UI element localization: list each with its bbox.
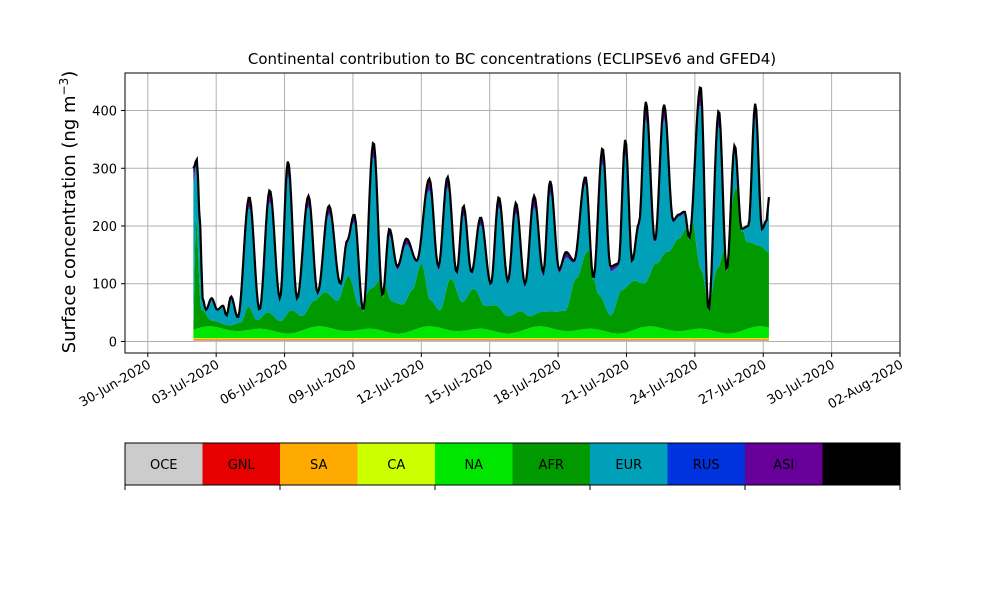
area-afr [193, 188, 769, 334]
x-tick-label: 21-Jul-2020 [560, 357, 633, 408]
y-tick-label: 100 [92, 278, 117, 293]
y-tick-label: 200 [92, 220, 117, 235]
total-line [192, 85, 771, 318]
y-tick-label: 400 [92, 105, 117, 120]
x-tick-label: 06-Jul-2020 [218, 357, 291, 408]
y-axis-label: Surface concentration (ng m−3) [57, 71, 80, 354]
legend-label-gnl: GNL [228, 458, 256, 473]
chart-title: Continental contribution to BC concentra… [248, 50, 776, 68]
legend-swatch-oce [125, 443, 203, 485]
legend-swatch-aus [822, 443, 900, 485]
y-tick-label: 300 [92, 162, 117, 177]
x-tick-label: 09-Jul-2020 [286, 357, 359, 408]
plot-frame [124, 72, 901, 354]
x-tick-label: 03-Jul-2020 [149, 357, 222, 408]
y-axis-label-main: Surface concentration (ng m [59, 95, 80, 353]
stacked-area-layer [192, 85, 771, 342]
legend-swatch-sa [280, 443, 358, 485]
x-tick-label: 18-Jul-2020 [491, 357, 564, 408]
legend-label-rus: RUS [693, 458, 720, 473]
legend-label-sa: SA [310, 458, 327, 473]
x-tick-label: 12-Jul-2020 [355, 357, 428, 408]
legend-swatch-asi [745, 443, 823, 485]
legend-label-oce: OCE [150, 458, 178, 473]
legend-frame [124, 442, 901, 486]
area-oce [193, 340, 769, 342]
legend-label-ca: CA [387, 458, 405, 473]
y-axis-label-superscript: −3 [57, 78, 71, 96]
y-axis-label-close: ) [59, 71, 80, 78]
area-na [193, 326, 769, 338]
x-tick-label: 15-Jul-2020 [423, 357, 496, 408]
area-ca [193, 337, 769, 339]
colorbar-legend: OCE GNL SA CA NA AFR EUR RUS ASI AUS [124, 442, 901, 490]
legend-label-asi: ASI [773, 458, 794, 473]
legend-swatch-gnl [202, 443, 280, 485]
legend-swatch-rus [667, 443, 745, 485]
area-gnl [193, 339, 769, 341]
x-tick-label: 24-Jul-2020 [628, 357, 701, 408]
legend-label-eur: EUR [615, 458, 642, 473]
legend-swatch-eur [590, 443, 668, 485]
legend-label-na: NA [464, 458, 483, 473]
legend-swatch-afr [512, 443, 590, 485]
legend-label-aus: AUS [848, 458, 875, 473]
y-tick-label: 0 [109, 335, 117, 350]
area-sa [193, 338, 769, 340]
legend-label-afr: AFR [539, 458, 564, 473]
x-tick-label: 27-Jul-2020 [696, 357, 769, 408]
x-tick-label: 02-Aug-2020 [826, 357, 906, 412]
legend-swatch-ca [357, 443, 435, 485]
x-tick-label: 30-Jun-2020 [77, 357, 154, 410]
legend-swatch-na [435, 443, 513, 485]
